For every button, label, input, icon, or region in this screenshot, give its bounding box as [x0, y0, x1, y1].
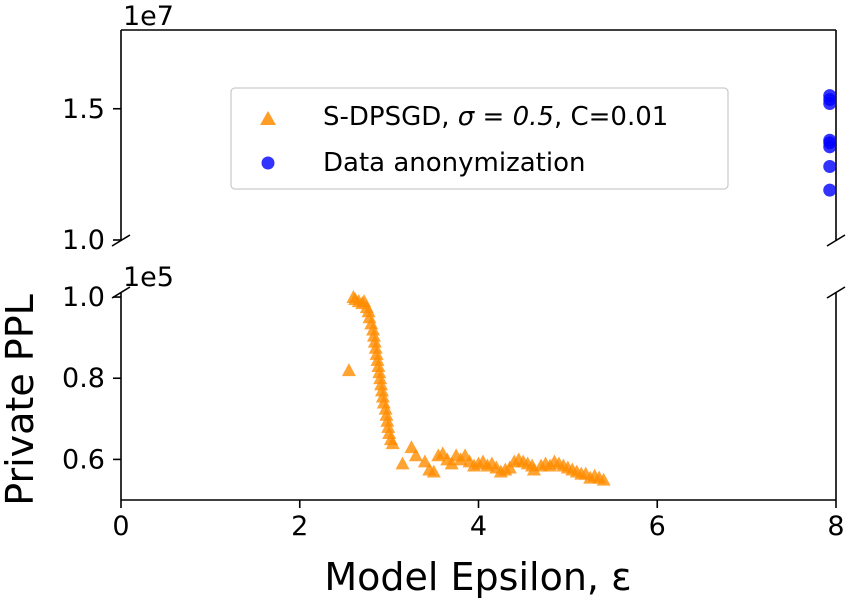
data-point-sdpsgd — [395, 456, 410, 470]
data-point-sdpsgd — [367, 334, 382, 348]
data-point-sdpsgd — [444, 456, 459, 470]
data-point-sdpsgd — [375, 389, 390, 403]
data-point-sdpsgd — [366, 322, 381, 336]
top-panel: 1.0 1.5 — [62, 29, 837, 256]
data-point-sdpsgd — [372, 365, 387, 379]
break-mark-top-left — [111, 234, 131, 247]
break-mark-bottom-right — [826, 286, 846, 299]
legend-triangle-marker — [260, 111, 276, 125]
legend: S-DPSGD, σ = 0.5, C=0.01 Data anonymizat… — [230, 87, 729, 190]
legend-circle-marker — [261, 156, 275, 170]
data-point-sdpsgd — [526, 462, 541, 476]
legend-label-anonymization: Data anonymization — [323, 148, 585, 178]
bottom-y-tick-label: 1.0 — [62, 282, 105, 313]
data-point-sdpsgd — [341, 363, 356, 377]
y-axis-label: Private PPL — [0, 294, 42, 506]
data-point-sdpsgd — [373, 371, 388, 385]
data-point-sdpsgd — [385, 436, 400, 450]
data-point-anon — [823, 140, 837, 154]
data-point-sdpsgd — [374, 383, 389, 397]
data-point-sdpsgd — [381, 419, 396, 433]
data-point-sdpsgd — [378, 401, 393, 415]
data-point-sdpsgd — [370, 352, 385, 366]
legend-label-sdpsgd: S-DPSGD, σ = 0.5, C=0.01 — [323, 102, 668, 132]
bottom-panel: 0.6 0.8 1.0 0 2 4 6 8 — [62, 282, 845, 542]
x-tick-label: 8 — [827, 511, 844, 542]
top-offset-label: 1e7 — [123, 1, 174, 32]
data-point-anon — [823, 160, 837, 173]
data-point-sdpsgd — [379, 407, 394, 421]
break-mark-bottom-left — [111, 286, 131, 299]
top-y-tick-label: 1.0 — [62, 225, 105, 256]
x-axis-label: Model Epsilon, ε — [324, 555, 631, 599]
bottom-offset-label: 1e5 — [123, 262, 174, 293]
x-tick-label: 4 — [470, 511, 487, 542]
data-point-sdpsgd — [368, 340, 383, 354]
data-point-sdpsgd — [361, 304, 376, 318]
top-y-tick-label: 1.5 — [62, 94, 105, 125]
data-point-sdpsgd — [426, 464, 441, 478]
data-point-sdpsgd — [404, 440, 419, 454]
x-tick-label: 6 — [649, 511, 666, 542]
x-tick-label: 2 — [291, 511, 308, 542]
axis-break-marks — [111, 234, 846, 299]
data-point-sdpsgd — [369, 346, 384, 360]
data-point-sdpsgd — [380, 413, 395, 427]
x-tick-label: 0 — [112, 511, 129, 542]
bottom-y-tick-label: 0.8 — [62, 363, 105, 394]
data-point-sdpsgd — [417, 454, 432, 468]
data-point-sdpsgd — [371, 359, 386, 373]
data-point-anon — [823, 97, 837, 110]
break-mark-top-right — [826, 234, 846, 247]
data-point-sdpsgd — [374, 377, 389, 391]
bottom-y-tick-label: 0.6 — [62, 444, 105, 475]
data-point-anon — [823, 183, 837, 197]
legend-box — [230, 87, 729, 190]
data-point-sdpsgd — [596, 472, 611, 486]
data-point-sdpsgd — [366, 328, 381, 342]
data-point-sdpsgd — [408, 448, 423, 462]
